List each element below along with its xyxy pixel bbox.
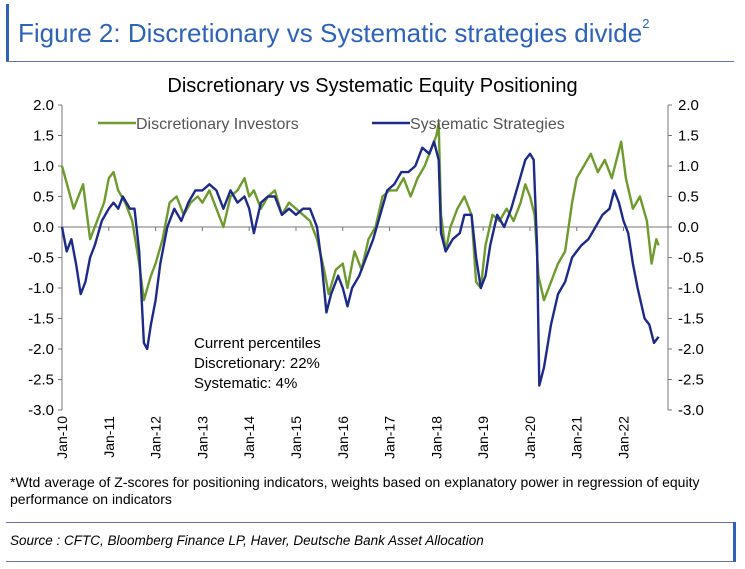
source-note: Source : CFTC, Bloomberg Finance LP, Hav…: [10, 533, 484, 548]
y-tick-label-left: -1.5: [28, 311, 54, 328]
y-tick-label-right: -1.0: [678, 280, 704, 297]
y-tick-label-right: -3.0: [678, 402, 704, 419]
y-tick-label-left: -1.0: [28, 280, 54, 297]
annotation-line: Systematic: 4%: [194, 375, 297, 392]
x-tick-label: Jan-21: [569, 416, 585, 459]
y-tick-label-right: -2.0: [678, 341, 704, 358]
title-divider: [6, 61, 734, 62]
x-tick-label: Jan-16: [335, 416, 351, 459]
x-tick-label: Jan-15: [288, 416, 304, 459]
figure-title: Figure 2: Discretionary vs Systematic st…: [18, 16, 650, 49]
title-accent-bar: [6, 4, 9, 62]
y-tick-label-right: 1.5: [678, 128, 699, 145]
y-tick-label-left: 1.5: [33, 128, 54, 145]
x-tick-label: Jan-20: [522, 416, 538, 459]
bottom-divider: [6, 561, 734, 562]
x-tick-label: Jan-18: [428, 416, 444, 459]
y-tick-label-left: -2.0: [28, 341, 54, 358]
x-tick-label: Jan-13: [194, 416, 210, 459]
y-tick-label-right: 1.0: [678, 158, 699, 175]
y-tick-label-right: 0.0: [678, 219, 699, 236]
y-tick-label-left: 0.0: [33, 219, 54, 236]
x-tick-label: Jan-22: [616, 416, 632, 459]
series-line-systematic: [60, 140, 660, 387]
y-tick-label-left: -3.0: [28, 402, 54, 419]
x-tick-label: Jan-12: [148, 416, 164, 459]
footer-accent-bar: [733, 522, 736, 562]
y-tick-label-left: -0.5: [28, 250, 54, 267]
chart-canvas: 2.0 2.0 1.5 1.5 1.0 1.0 0.5 0.5 0.0 0.0 -0.5 -0.5 -1…: [28, 97, 704, 459]
y-tick-label-right: -1.5: [678, 311, 704, 328]
y-tick-label-left: -2.5: [28, 372, 54, 389]
x-tick-label: Jan-17: [382, 416, 398, 459]
y-tick-label-left: 1.0: [33, 158, 54, 175]
legend-label-systematic: Systematic Strategies: [410, 116, 565, 133]
y-tick-label-right: -0.5: [678, 250, 704, 267]
annotation-line: Discretionary: 22%: [194, 355, 320, 372]
x-tick-label: Jan-11: [101, 416, 117, 458]
footnote: *Wtd average of Z-scores for positioning…: [10, 474, 700, 507]
annotation-line: Current percentiles: [194, 335, 321, 352]
figure-title-footnote-marker: 2: [642, 16, 650, 31]
y-tick-label-left: 2.0: [33, 97, 54, 114]
chart-title: Discretionary vs Systematic Equity Posit…: [167, 75, 578, 97]
y-tick-label-left: 0.5: [33, 189, 54, 206]
y-tick-label-right: 2.0: [678, 97, 699, 114]
x-tick-label: Jan-19: [475, 416, 491, 459]
y-tick-label-right: -2.5: [678, 372, 704, 389]
y-tick-label-right: 0.5: [678, 189, 699, 206]
x-tick-label: Jan-14: [241, 416, 257, 459]
source-divider: [6, 522, 734, 523]
series-line-discretionary: [60, 122, 660, 302]
figure-title-text: Figure 2: Discretionary vs Systematic st…: [18, 18, 643, 48]
legend-label-discretionary: Discretionary Investors: [136, 116, 299, 133]
x-tick-label: Jan-10: [54, 416, 70, 459]
